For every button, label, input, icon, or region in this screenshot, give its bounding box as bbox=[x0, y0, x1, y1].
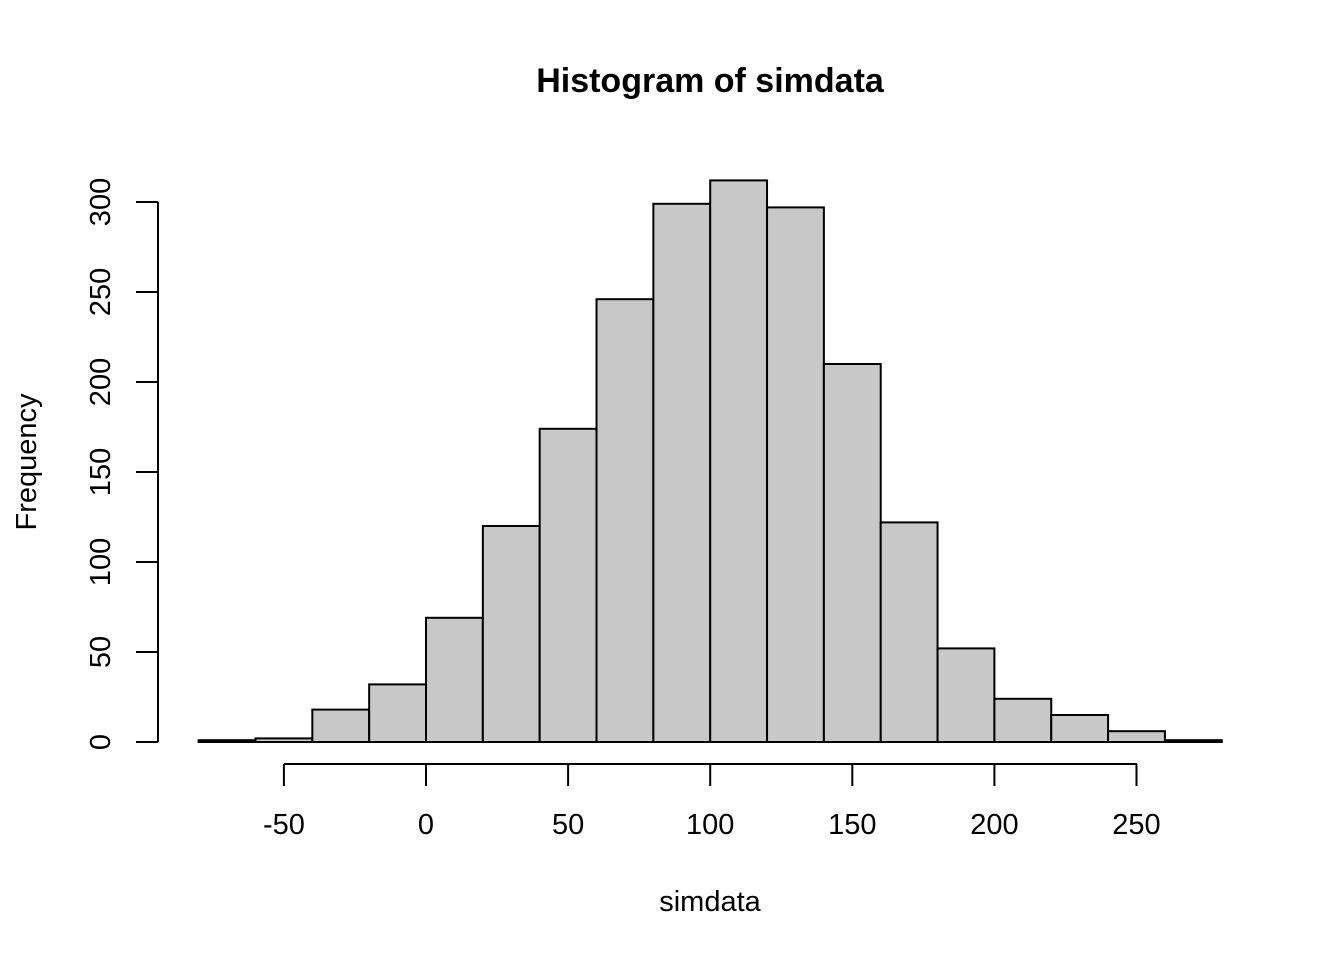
x-axis-ticks: -50 0 50 100 150 200 250 bbox=[263, 764, 1161, 841]
histogram-bar bbox=[709, 179, 769, 743]
y-tick-label: 250 bbox=[85, 268, 117, 316]
x-tick-label: 250 bbox=[1112, 809, 1160, 841]
histogram-bar bbox=[1107, 730, 1166, 744]
bars-group bbox=[197, 179, 1223, 744]
histogram-bar bbox=[993, 697, 1053, 743]
y-axis-ticks: 0 50 100 150 200 250 300 bbox=[85, 178, 158, 750]
y-tick-label: 300 bbox=[85, 178, 117, 226]
histogram-bar bbox=[368, 683, 428, 744]
histogram-bar bbox=[1163, 739, 1223, 744]
x-tick-label: 100 bbox=[686, 809, 734, 841]
histogram-bar bbox=[766, 206, 825, 743]
x-tick-label: 200 bbox=[970, 809, 1018, 841]
histogram-bar bbox=[425, 616, 484, 743]
histogram-bar bbox=[879, 521, 939, 744]
x-tick-label: -50 bbox=[263, 809, 305, 841]
histogram-bar bbox=[936, 647, 996, 744]
histogram-bar bbox=[1050, 714, 1110, 743]
y-tick-label: 150 bbox=[85, 448, 117, 496]
histogram-bar bbox=[197, 739, 257, 744]
y-tick-label: 200 bbox=[85, 358, 117, 406]
x-axis-label: simdata bbox=[659, 886, 761, 918]
chart-title: Histogram of simdata bbox=[536, 62, 885, 100]
y-tick-label: 0 bbox=[85, 734, 117, 750]
y-tick-label: 100 bbox=[85, 538, 117, 586]
x-tick-label: 50 bbox=[552, 809, 584, 841]
x-tick-label: 0 bbox=[418, 809, 434, 841]
x-tick-label: 150 bbox=[828, 809, 876, 841]
histogram-bar bbox=[254, 737, 314, 744]
y-axis-label: Frequency bbox=[11, 393, 43, 531]
y-tick-label: 50 bbox=[85, 636, 117, 668]
histogram-bar bbox=[311, 708, 371, 743]
histogram-bar bbox=[822, 363, 882, 743]
histogram-bar bbox=[652, 202, 712, 744]
histogram-bar bbox=[481, 525, 541, 743]
histogram-bar bbox=[538, 427, 598, 743]
histogram-bar bbox=[595, 298, 655, 743]
